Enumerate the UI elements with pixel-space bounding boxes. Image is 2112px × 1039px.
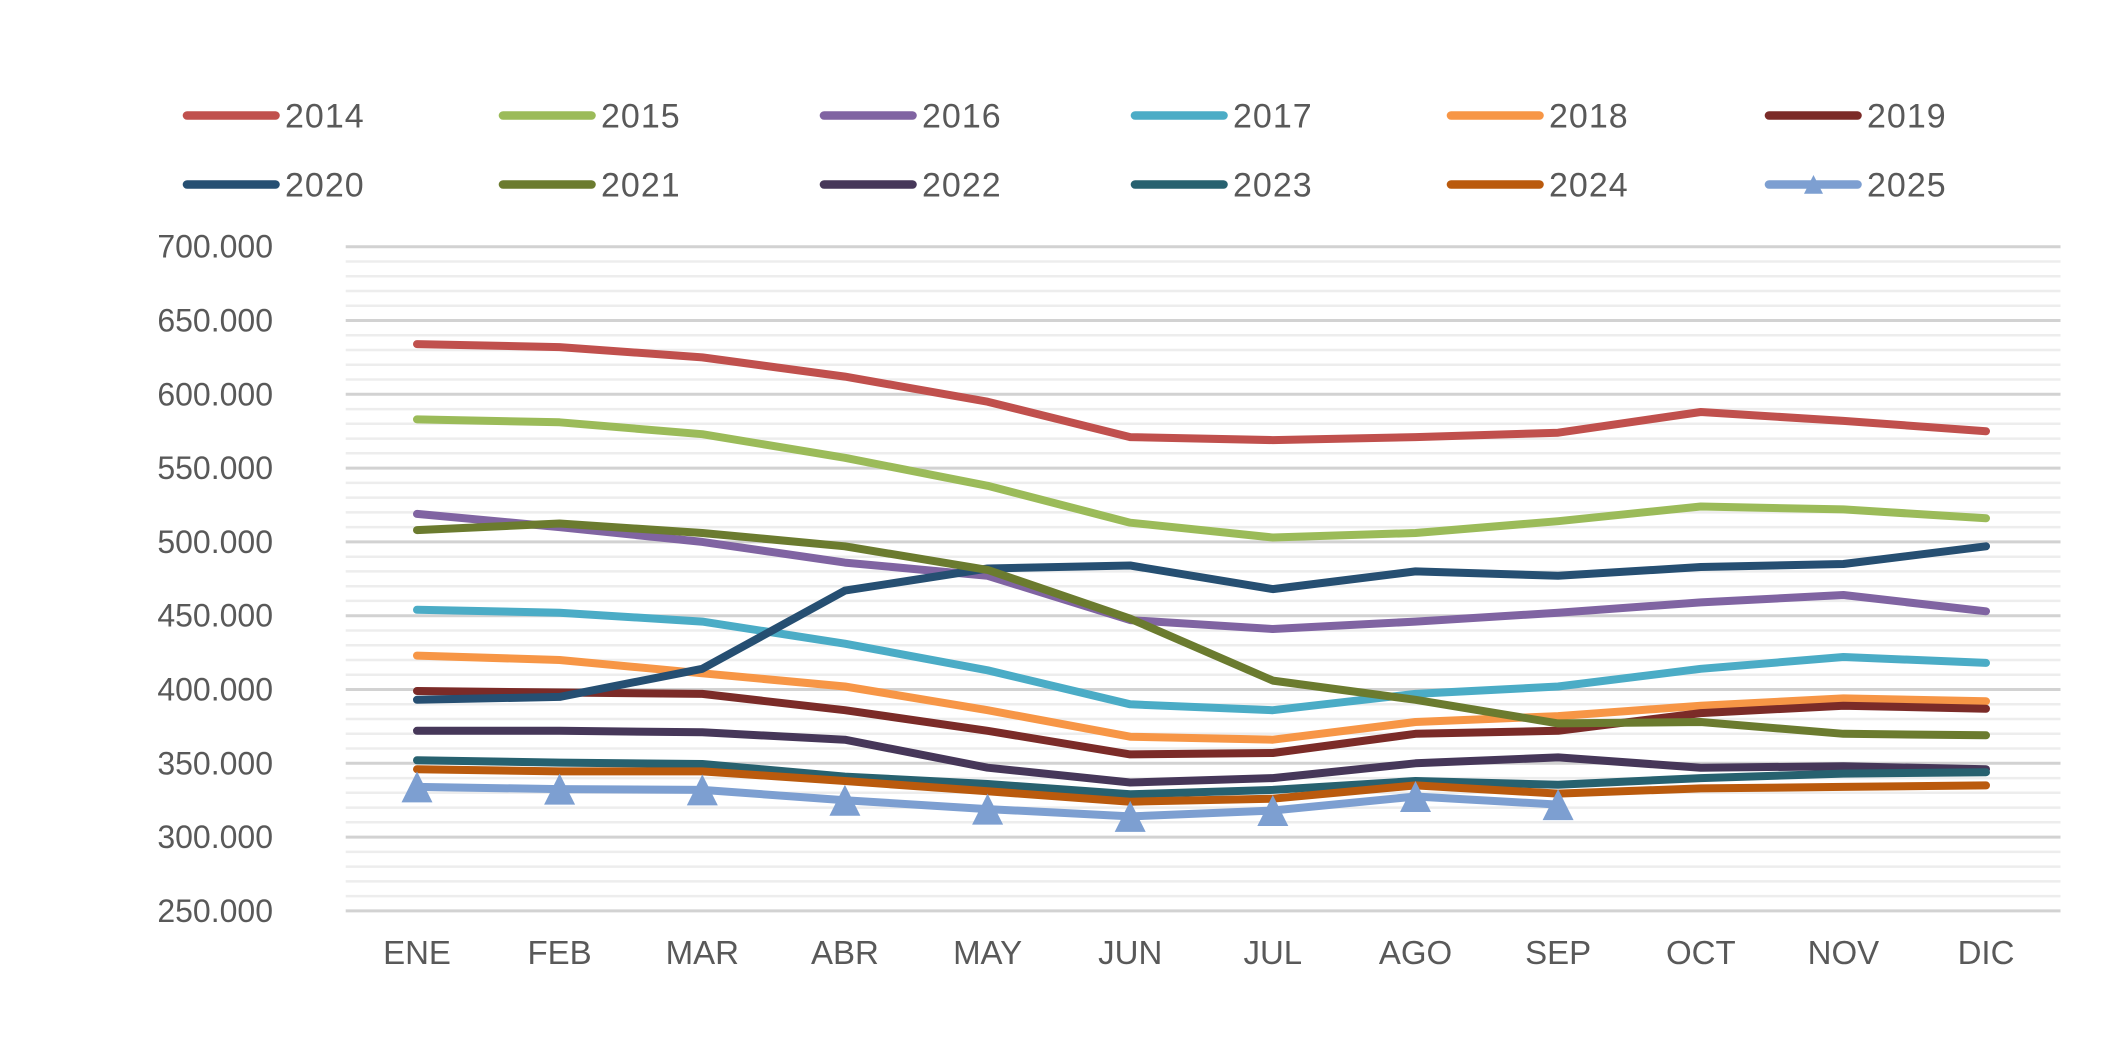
- svg-text:NOV: NOV: [1808, 934, 1880, 971]
- svg-text:2017: 2017: [1233, 98, 1313, 136]
- svg-text:600.000: 600.000: [157, 376, 273, 412]
- svg-text:2021: 2021: [601, 167, 681, 205]
- svg-text:2024: 2024: [1549, 167, 1629, 205]
- svg-text:JUL: JUL: [1243, 934, 1302, 971]
- svg-text:DIC: DIC: [1958, 934, 2015, 971]
- svg-text:2016: 2016: [922, 98, 1002, 136]
- svg-text:MAY: MAY: [953, 934, 1022, 971]
- svg-text:SEP: SEP: [1525, 934, 1591, 971]
- svg-text:2022: 2022: [922, 167, 1002, 205]
- svg-text:400.000: 400.000: [157, 672, 273, 708]
- svg-text:ENE: ENE: [383, 934, 451, 971]
- svg-text:250.000: 250.000: [157, 893, 273, 929]
- svg-text:2018: 2018: [1549, 98, 1629, 136]
- svg-text:350.000: 350.000: [157, 745, 273, 781]
- svg-text:OCT: OCT: [1666, 934, 1736, 971]
- svg-text:2020: 2020: [285, 167, 365, 205]
- svg-text:500.000: 500.000: [157, 524, 273, 560]
- svg-text:MAR: MAR: [666, 934, 739, 971]
- svg-text:450.000: 450.000: [157, 598, 273, 634]
- svg-text:300.000: 300.000: [157, 819, 273, 855]
- svg-text:700.000: 700.000: [157, 229, 273, 265]
- svg-text:2014: 2014: [285, 98, 365, 136]
- svg-text:ABR: ABR: [811, 934, 879, 971]
- svg-text:2015: 2015: [601, 98, 681, 136]
- svg-text:650.000: 650.000: [157, 303, 273, 339]
- svg-text:FEB: FEB: [528, 934, 592, 971]
- svg-text:JUN: JUN: [1098, 934, 1162, 971]
- svg-text:2019: 2019: [1867, 98, 1947, 136]
- svg-text:AGO: AGO: [1379, 934, 1452, 971]
- svg-text:2023: 2023: [1233, 167, 1313, 205]
- svg-text:2025: 2025: [1867, 167, 1947, 205]
- svg-text:550.000: 550.000: [157, 450, 273, 486]
